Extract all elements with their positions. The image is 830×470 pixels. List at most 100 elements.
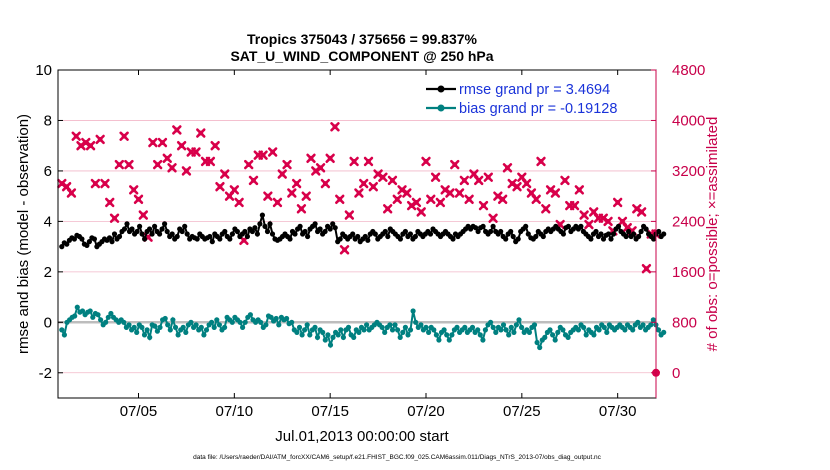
obs-assimilated-marker <box>234 197 244 208</box>
obs-assimilated-marker <box>445 188 455 198</box>
obs-assimilated-marker <box>315 163 326 173</box>
bias-point <box>462 324 468 330</box>
bias-point <box>382 329 388 335</box>
obs-assimilated-marker <box>382 204 393 214</box>
rmse-point <box>159 226 165 232</box>
bias-point <box>152 323 158 329</box>
obs-marker-core <box>327 155 333 161</box>
rmse-point <box>593 228 599 235</box>
obs-assimilated-marker <box>301 191 311 201</box>
obs-marker-core <box>552 190 558 196</box>
obs-assimilated-marker <box>483 172 493 182</box>
bias-point <box>542 334 548 340</box>
obs-marker-core <box>275 200 280 205</box>
obs-assimilated-marker <box>502 163 513 173</box>
rmse-point <box>382 228 388 235</box>
rmse-point <box>207 233 213 240</box>
obs-assimilated-marker <box>430 172 441 182</box>
obs-assimilated-marker <box>536 156 546 167</box>
obs-assimilated-marker <box>282 159 292 170</box>
obs-assimilated-marker <box>330 122 340 132</box>
obs-marker-core <box>121 133 127 139</box>
bias-point <box>302 327 308 333</box>
bias-point <box>482 327 488 333</box>
rmse-point <box>598 231 604 237</box>
x-axis-label: Jul.01,2013 00:00:00 start <box>275 428 449 445</box>
rmse-point <box>116 233 123 240</box>
rmse-point <box>302 228 308 235</box>
obs-marker-core <box>188 149 194 155</box>
obs-assimilated-marker <box>205 156 216 167</box>
obs-marker-core <box>461 177 467 183</box>
bias-point <box>108 310 114 317</box>
rmse-point <box>362 233 368 240</box>
obs-assimilated-marker <box>95 134 105 145</box>
bias-point <box>276 322 282 328</box>
obs-marker-core <box>505 165 510 171</box>
rmse-point <box>372 231 378 237</box>
rmse-point <box>397 236 403 242</box>
obs-marker-core <box>299 206 304 212</box>
obs-assimilated-marker <box>105 197 115 208</box>
obs-marker-core <box>452 162 458 168</box>
obs-marker-core <box>567 203 573 209</box>
bias-point <box>454 324 460 330</box>
bias-point <box>410 308 416 314</box>
rmse-point <box>209 239 215 245</box>
bias-point <box>165 322 171 328</box>
obs-marker-core <box>217 184 223 190</box>
right-y-tick-label: 3200 <box>672 163 705 180</box>
bias-point <box>405 332 411 338</box>
obs-marker-core <box>380 174 386 180</box>
obs-marker-core <box>207 159 213 164</box>
rmse-point <box>259 212 265 218</box>
rmse-point <box>262 223 268 229</box>
right-y-tick-label: 4000 <box>672 112 705 129</box>
bias-point <box>175 332 181 338</box>
bias-point <box>356 329 362 335</box>
rmse-point <box>490 223 496 229</box>
bias-point <box>596 327 602 333</box>
rmse-point <box>269 231 276 237</box>
obs-assimilated-marker <box>157 137 168 148</box>
x-axis-ticks: 07/05 07/10 07/15 07/20 07/25 07/30 <box>120 70 636 420</box>
bias-point <box>560 327 566 333</box>
obs-marker-core <box>557 222 563 227</box>
bias-point <box>242 319 248 325</box>
bias-point <box>581 324 587 330</box>
obs-marker-core <box>227 193 232 199</box>
rmse-point <box>427 231 434 237</box>
chart-title-line1: Tropics 375043 / 375656 = 99.837% <box>247 31 478 47</box>
obs-assimilated-marker <box>114 159 125 170</box>
obs-marker-core <box>116 162 122 168</box>
bias-point <box>469 324 476 330</box>
rmse-point <box>129 226 135 232</box>
legend-rmse-marker <box>437 85 445 93</box>
bias-point <box>170 317 176 323</box>
bias-point <box>59 327 65 333</box>
bias-point <box>395 327 401 333</box>
bias-point <box>222 324 228 330</box>
obs-assimilated-marker <box>531 194 541 205</box>
bias-point <box>147 334 153 340</box>
obs-marker-core <box>332 124 338 130</box>
obs-marker-core <box>433 174 438 180</box>
obs-marker-core <box>457 190 462 196</box>
obs-assimilated-marker <box>229 185 240 195</box>
obs-marker-core <box>644 266 649 272</box>
obs-marker-core <box>73 133 79 139</box>
rmse-point <box>182 223 188 229</box>
right-y-tick-label: 2400 <box>672 213 705 230</box>
obs-marker-core <box>126 162 132 168</box>
obs-assimilated-marker <box>339 245 350 255</box>
rmse-point <box>608 236 614 242</box>
bias-point <box>240 324 246 330</box>
bias-point <box>413 319 419 325</box>
rmse-point <box>109 239 115 245</box>
observation-count-markers <box>57 122 661 377</box>
rmse-point <box>317 226 323 232</box>
bias-point <box>407 327 414 333</box>
obs-marker-core <box>356 190 362 196</box>
obs-assimilated-marker <box>497 194 508 205</box>
right-y-tick-label: 1600 <box>672 264 705 281</box>
